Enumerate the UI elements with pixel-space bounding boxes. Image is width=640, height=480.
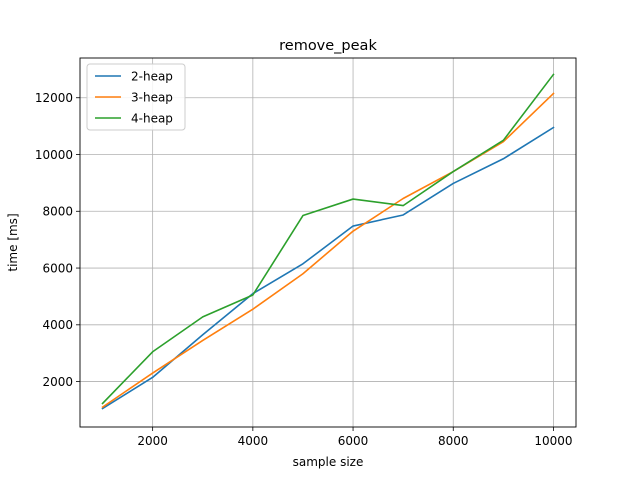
legend-box (86, 63, 186, 131)
legend-label-2-heap: 2-heap (131, 69, 173, 83)
y-tick-label: 2000 (42, 375, 73, 389)
plot-frame (79, 57, 577, 428)
x-tick-label: 2000 (137, 434, 168, 448)
legend-label-4-heap: 4-heap (131, 111, 173, 125)
chart-title: remove_peak (279, 38, 377, 54)
y-axis-title: time [ms] (6, 213, 20, 271)
x-tick-label: 6000 (338, 434, 369, 448)
y-tick-label: 6000 (42, 261, 73, 275)
y-tick-label: 8000 (42, 205, 73, 219)
y-axis-ticks: 2000 4000 6000 8000 10000 12000 (35, 91, 80, 389)
legend-label-3-heap: 3-heap (131, 90, 173, 104)
x-tick-label: 4000 (238, 434, 269, 448)
series-lines (101, 73, 555, 410)
y-tick-label: 10000 (35, 148, 73, 162)
y-tick-label: 12000 (35, 91, 73, 105)
x-tick-label: 10000 (534, 434, 572, 448)
legend: 2-heap 3-heap 4-heap (86, 63, 186, 131)
y-tick-label: 4000 (42, 318, 73, 332)
x-axis-ticks: 2000 4000 6000 8000 10000 (137, 427, 573, 448)
series-line-4-heap (101, 73, 555, 405)
x-tick-label: 8000 (438, 434, 469, 448)
grid (80, 58, 576, 427)
x-axis-title: sample size (293, 455, 364, 469)
